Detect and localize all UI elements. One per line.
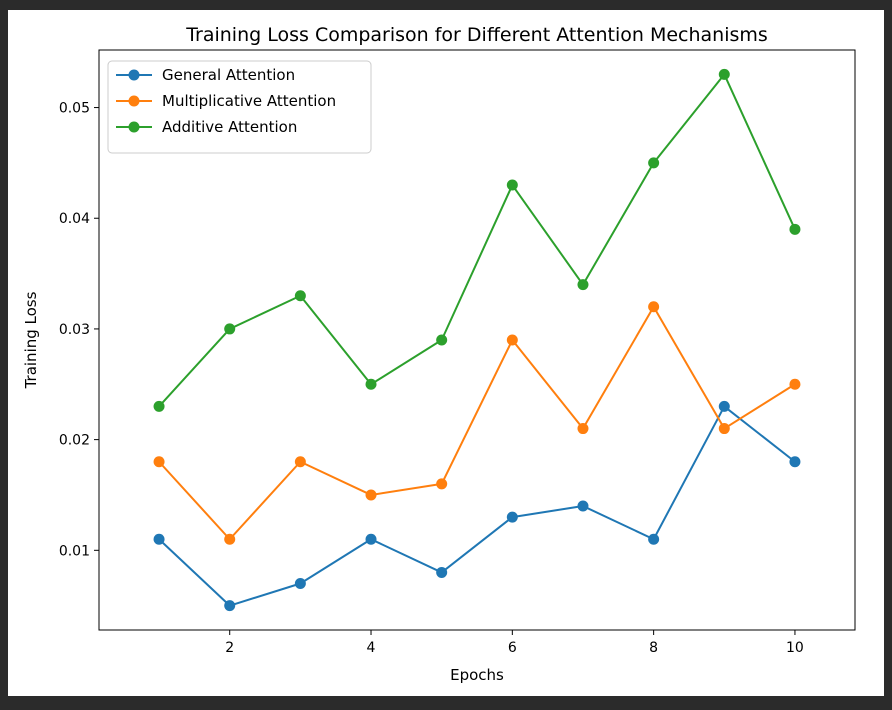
legend-label-multiplicative-attention: Multiplicative Attention xyxy=(162,92,336,110)
data-point-multiplicative-attention xyxy=(789,378,801,390)
series-line-additive-attention xyxy=(158,73,796,408)
legend-swatch-marker-additive-attention xyxy=(128,121,140,133)
y-tick-label: 0.02 xyxy=(59,433,90,449)
legend-swatch-marker-general-attention xyxy=(128,69,140,81)
data-point-general-attention xyxy=(153,533,165,545)
y-axis: 0.01 0.02 0.03 0.04 0.05 xyxy=(59,101,99,559)
legend-swatch-marker-multiplicative-attention xyxy=(128,95,140,107)
data-point-general-attention xyxy=(436,566,448,578)
data-point-additive-attention xyxy=(224,323,236,335)
x-tick-label: 10 xyxy=(786,640,804,656)
data-point-multiplicative-attention xyxy=(153,456,165,468)
series-multiplicative-attention xyxy=(153,301,801,545)
data-point-general-attention xyxy=(789,456,801,468)
data-point-additive-attention xyxy=(506,179,518,191)
chart-title: Training Loss Comparison for Different A… xyxy=(185,24,768,46)
data-point-general-attention xyxy=(718,400,730,412)
data-point-general-attention xyxy=(224,600,236,612)
data-point-additive-attention xyxy=(153,400,165,412)
data-point-multiplicative-attention xyxy=(648,301,660,313)
series-general-attention xyxy=(153,400,801,612)
legend-label-additive-attention: Additive Attention xyxy=(162,118,297,136)
y-axis-label: Training Loss xyxy=(22,291,40,389)
series-layer xyxy=(153,68,801,612)
x-tick-label: 8 xyxy=(649,640,658,656)
x-axis: 2 4 6 8 10 xyxy=(225,630,804,656)
x-tick-label: 2 xyxy=(225,640,234,656)
series-additive-attention xyxy=(153,68,801,412)
data-point-additive-attention xyxy=(365,378,377,390)
series-line-multiplicative-attention xyxy=(158,305,796,541)
x-tick-label: 4 xyxy=(367,640,376,656)
data-point-general-attention xyxy=(365,533,377,545)
legend-label-general-attention: General Attention xyxy=(162,66,295,84)
data-point-multiplicative-attention xyxy=(294,456,306,468)
data-point-general-attention xyxy=(294,578,306,590)
data-point-general-attention xyxy=(648,533,660,545)
data-point-multiplicative-attention xyxy=(436,478,448,490)
y-tick-label: 0.04 xyxy=(59,211,90,227)
data-point-additive-attention xyxy=(718,68,730,80)
data-point-multiplicative-attention xyxy=(577,423,589,435)
data-point-multiplicative-attention xyxy=(365,489,377,501)
line-chart: Training Loss Comparison for Different A… xyxy=(22,24,856,684)
plot-area xyxy=(98,49,856,631)
series-line-general-attention xyxy=(158,405,796,607)
y-tick-label: 0.03 xyxy=(59,322,90,338)
data-point-additive-attention xyxy=(577,279,589,291)
data-point-multiplicative-attention xyxy=(718,423,730,435)
y-tick-label: 0.01 xyxy=(59,543,90,559)
legend-box xyxy=(107,60,372,154)
x-tick-label: 6 xyxy=(508,640,517,656)
data-point-general-attention xyxy=(506,511,518,523)
chart-figure: Training Loss Comparison for Different A… xyxy=(8,10,884,696)
data-point-additive-attention xyxy=(789,223,801,235)
plot-frame xyxy=(98,49,856,631)
data-point-additive-attention xyxy=(436,334,448,346)
data-point-additive-attention xyxy=(294,290,306,302)
data-point-multiplicative-attention xyxy=(506,334,518,346)
data-point-multiplicative-attention xyxy=(224,533,236,545)
y-tick-label: 0.05 xyxy=(59,101,90,117)
data-point-additive-attention xyxy=(648,157,660,169)
data-point-general-attention xyxy=(577,500,589,512)
x-axis-label: Epochs xyxy=(450,666,504,684)
legend: General Attention Multiplicative Attentio… xyxy=(107,60,372,154)
